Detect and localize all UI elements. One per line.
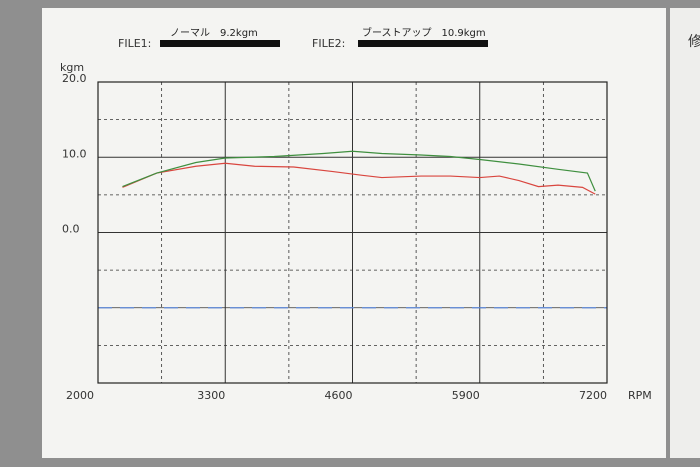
x-tick-label: 4600 (325, 389, 353, 402)
y-unit: kgm (60, 61, 84, 74)
redaction (160, 40, 280, 47)
y-tick-label: 10.0 (62, 147, 87, 160)
series-line (122, 150, 596, 192)
side-text: 修 (688, 34, 700, 50)
redaction (358, 40, 488, 47)
x-tick-label: 7200 (579, 389, 607, 402)
x-tick-label: 5900 (452, 389, 480, 402)
handwritten-note: ブーストアップ 10.9kgm (362, 26, 486, 39)
side-paper (670, 8, 700, 458)
legend-label: FILE2: (312, 37, 345, 50)
x-unit: RPM (628, 389, 652, 402)
plot-frame (97, 81, 608, 384)
x-tick-label: 3300 (197, 389, 225, 402)
y-tick-label: 20.0 (62, 72, 87, 85)
legend-label: FILE1: (118, 37, 151, 50)
series-line (122, 162, 596, 195)
handwritten-note: ノーマル 9.2kgm (170, 28, 258, 39)
y-tick-label: 0.0 (62, 223, 80, 236)
x-tick-label: 2000 (66, 389, 94, 402)
